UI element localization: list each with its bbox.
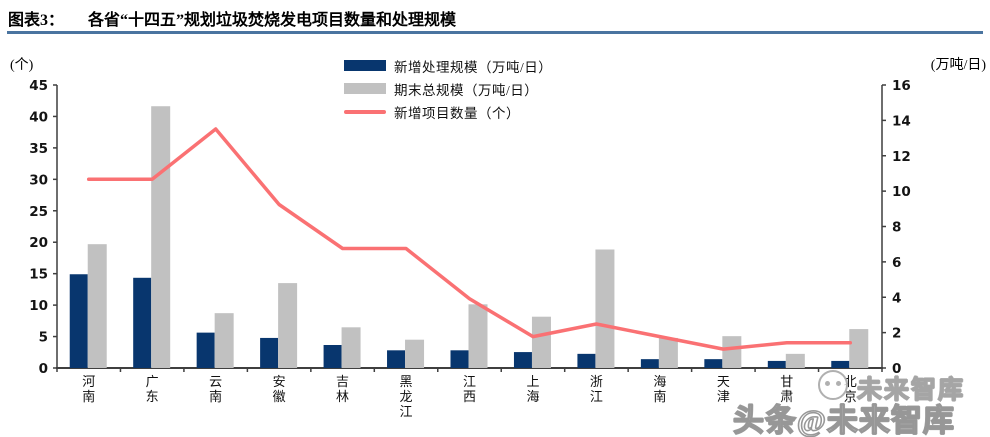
watermark-brand-text: 未来智库 <box>856 376 966 404</box>
bar-new-capacity <box>513 352 532 368</box>
x-axis-label: 甘 肃 <box>780 374 794 404</box>
bar-new-capacity <box>133 277 152 368</box>
x-axis-label: 安 徽 <box>272 374 286 404</box>
x-axis-label: 江 西 <box>462 374 476 404</box>
logo-eye-icon <box>836 381 841 386</box>
bar-new-capacity <box>767 360 786 368</box>
left-axis-tick-label: 30 <box>29 172 48 188</box>
right-axis-tick-label: 14 <box>892 113 911 129</box>
x-axis-label: 吉 林 <box>336 374 350 404</box>
left-axis-unit-label: (个) <box>10 58 34 73</box>
bar-total-capacity <box>278 283 298 368</box>
figure-number-label: 图表3： <box>8 12 65 29</box>
bar-total-capacity <box>785 353 805 368</box>
bar-new-capacity <box>69 274 88 368</box>
bar-new-capacity <box>196 332 215 368</box>
left-axis-tick-label: 20 <box>29 235 48 251</box>
x-axis-label: 黑 龙 江 <box>399 374 413 419</box>
bar-total-capacity <box>341 327 361 368</box>
bar-new-capacity <box>323 345 342 368</box>
chart-legend: 新增处理规模（万吨/日） 期末总规模（万吨/日） 新增项目数量（个） <box>344 58 552 127</box>
x-axis-label: 广 东 <box>145 374 159 404</box>
x-axis-label: 云 南 <box>209 374 223 404</box>
bar-total-capacity <box>595 249 615 368</box>
legend-swatch-gray-bar <box>344 83 386 94</box>
bar-new-capacity <box>577 353 596 368</box>
line-new-projects <box>86 127 853 351</box>
bar-total-capacity <box>214 313 234 368</box>
left-axis-tick-label: 25 <box>29 204 48 220</box>
bar-total-capacity <box>722 336 742 368</box>
legend-item-new-capacity: 新增处理规模（万吨/日） <box>344 58 553 75</box>
bar-new-capacity <box>387 350 406 368</box>
legend-label: 新增处理规模（万吨/日） <box>394 59 553 75</box>
figure-title: 各省“十四五”规划垃圾焚烧发电项目数量和处理规模 <box>88 12 457 29</box>
right-axis-tick-label: 10 <box>892 184 911 200</box>
bar-total-capacity <box>531 316 551 368</box>
x-axis-label: 海 南 <box>653 374 667 404</box>
legend-swatch-navy-bar <box>344 60 386 71</box>
right-axis-tick-label: 6 <box>892 255 901 271</box>
right-axis-tick-label: 8 <box>892 220 901 236</box>
right-axis-tick-label: 2 <box>892 326 901 342</box>
bar-total-capacity <box>405 339 425 368</box>
figure-title-row: 图表3： 各省“十四五”规划垃圾焚烧发电项目数量和处理规模 <box>8 6 456 30</box>
x-axis-label: 浙 江 <box>589 374 603 404</box>
x-axis-label: 上 海 <box>526 374 540 404</box>
bar-total-capacity <box>658 337 678 368</box>
left-axis-tick-label: 45 <box>29 78 48 94</box>
bar-total-capacity <box>849 329 869 368</box>
legend-label: 期末总规模（万吨/日） <box>394 82 539 98</box>
bar-new-capacity <box>831 360 850 368</box>
legend-label: 新增项目数量（个） <box>394 105 520 121</box>
right-axis-tick-label: 16 <box>892 78 911 94</box>
left-axis-tick-label: 35 <box>29 141 48 157</box>
watermark-toutiao-text: 头条@未来智库 <box>732 402 955 437</box>
bar-new-capacity <box>260 337 279 368</box>
watermark-logo-icon <box>818 370 848 400</box>
bar-total-capacity <box>468 304 488 368</box>
legend-swatch-red-line <box>344 109 386 114</box>
title-divider-rule <box>7 31 983 34</box>
bar-new-capacity <box>704 359 723 368</box>
bar-total-capacity <box>87 244 107 368</box>
left-axis-tick-label: 40 <box>29 109 48 125</box>
bar-total-capacity <box>151 106 171 368</box>
legend-item-new-projects: 新增项目数量（个） <box>344 104 552 121</box>
x-axis-label: 河 南 <box>82 374 96 404</box>
right-axis-tick-label: 0 <box>892 361 901 377</box>
right-axis-tick-label: 12 <box>892 149 911 165</box>
x-axis-label: 天 津 <box>716 374 730 404</box>
right-axis-unit-label: (万吨/日) <box>930 58 986 73</box>
legend-item-total-capacity: 期末总规模（万吨/日） <box>344 81 552 98</box>
left-axis-tick-label: 15 <box>29 267 48 283</box>
bar-new-capacity <box>640 359 659 368</box>
left-axis-tick-label: 0 <box>39 361 48 377</box>
left-axis-tick-label: 10 <box>29 298 48 314</box>
logo-eye-icon <box>825 381 830 386</box>
right-axis-tick-label: 4 <box>892 290 901 306</box>
bar-new-capacity <box>450 350 469 368</box>
left-axis-tick-label: 5 <box>39 330 48 346</box>
